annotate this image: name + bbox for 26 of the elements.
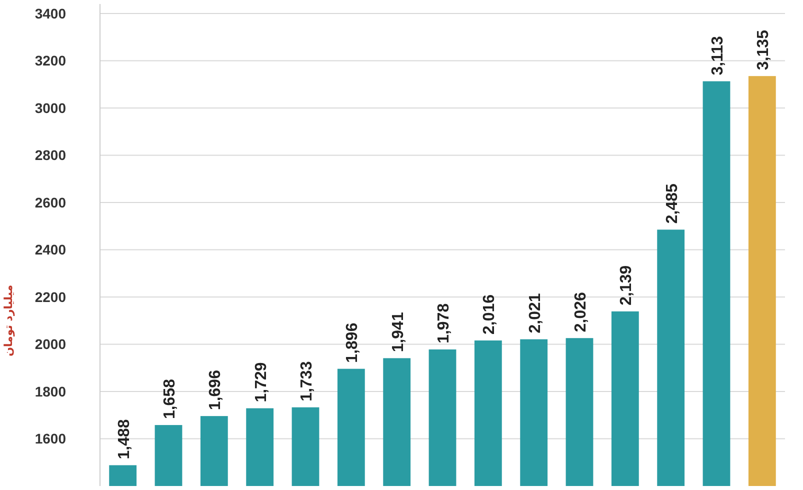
data-label: 3,113 <box>710 36 726 76</box>
data-label: 2,021 <box>526 293 544 334</box>
data-label: 1,941 <box>390 312 407 352</box>
data-label: 2,139 <box>618 265 636 306</box>
y-tick-label: 1800 <box>34 383 66 400</box>
y-tick-label: 3200 <box>34 52 66 69</box>
y-axis-title: میلیارد تومان <box>2 284 15 356</box>
y-tick-label: 2200 <box>34 288 66 305</box>
data-label: 1,658 <box>162 378 178 420</box>
data-label: 2,026 <box>572 292 590 332</box>
data-label: 1,733 <box>298 361 316 402</box>
data-label: 3,135 <box>755 30 772 70</box>
y-tick-label: 2800 <box>34 147 66 164</box>
data-label: 1,978 <box>436 303 452 344</box>
data-label: 1,696 <box>207 370 224 410</box>
y-tick-label: 2600 <box>34 194 66 210</box>
y-tick-label: 3400 <box>34 5 66 22</box>
y-tick-label: 2400 <box>34 242 66 258</box>
data-label: 1,896 <box>344 322 362 363</box>
y-tick-label: 2000 <box>34 336 66 352</box>
y-tick-label: 1600 <box>34 430 66 447</box>
data-label: 2,016 <box>481 294 498 334</box>
data-label: 2,485 <box>664 184 681 224</box>
data-label: 1,729 <box>252 362 270 402</box>
data-label: 1,488 <box>116 419 133 460</box>
y-tick-label: 3000 <box>34 100 66 116</box>
